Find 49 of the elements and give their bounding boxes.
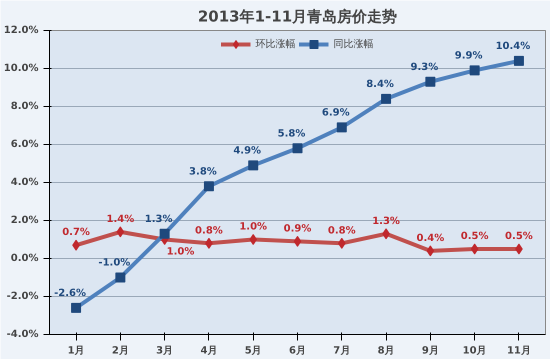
data-label: 10.4% [496, 40, 530, 52]
data-label: 1.0% [166, 246, 194, 258]
x-tick-label: 5月 [244, 346, 262, 356]
chart-title: 2013年1-11月青岛房价走势 [198, 8, 398, 26]
data-label: 1.3% [144, 214, 173, 225]
y-tick-label: 0.0% [10, 253, 38, 264]
data-label: 9.3% [410, 62, 438, 73]
point [249, 234, 258, 245]
y-tick-label: 6.0% [10, 139, 38, 150]
x-tick-label: 10月 [462, 346, 487, 356]
y-tick-label: 4.0% [10, 177, 38, 188]
y-tick-label: 10.0% [4, 63, 39, 74]
x-tick-label: 11月 [506, 346, 531, 356]
data-label: 0.5% [460, 231, 489, 242]
data-label: 0.8% [328, 225, 356, 236]
y-tick-label: 8.0% [10, 101, 38, 112]
data-label: 0.5% [505, 231, 533, 242]
x-tick-label: 6月 [289, 346, 306, 356]
y-tick-label: 2.0% [10, 215, 38, 226]
data-label: 9.9% [454, 50, 483, 62]
data-label: 8.4% [366, 78, 394, 90]
x-tick-label: 3月 [156, 346, 174, 356]
data-label: 4.9% [233, 145, 262, 156]
y-tick-label: 12.0% [4, 25, 39, 36]
data-label: 6.9% [322, 107, 350, 118]
data-label: 0.9% [284, 223, 312, 234]
data-label: 3.8% [189, 166, 217, 178]
data-label: 1.4% [106, 214, 134, 225]
x-tick-label: 1月 [68, 346, 85, 356]
y-tick-label: -4.0% [6, 329, 39, 340]
data-label: 5.8% [278, 128, 306, 140]
legend-label: 环比涨幅 [256, 38, 296, 51]
x-tick-label: 7月 [333, 346, 350, 356]
legend-label: 同比涨幅 [334, 38, 374, 51]
point [470, 244, 478, 254]
point [515, 244, 523, 254]
point [338, 238, 346, 249]
data-label: 1.3% [372, 216, 400, 227]
data-label: 0.8% [195, 225, 223, 236]
data-label: 0.4% [416, 232, 444, 244]
y-tick-label: -2.0% [6, 291, 39, 302]
data-label: -2.6% [54, 288, 86, 299]
data-label: -1.0% [98, 258, 130, 268]
x-tick-label: 8月 [378, 346, 395, 356]
x-tick-label: 9月 [422, 346, 439, 356]
data-label: 1.0% [239, 222, 268, 232]
x-tick-label: 4月 [200, 346, 218, 356]
x-tick-label: 2月 [112, 346, 129, 356]
data-label: 0.7% [62, 227, 90, 238]
